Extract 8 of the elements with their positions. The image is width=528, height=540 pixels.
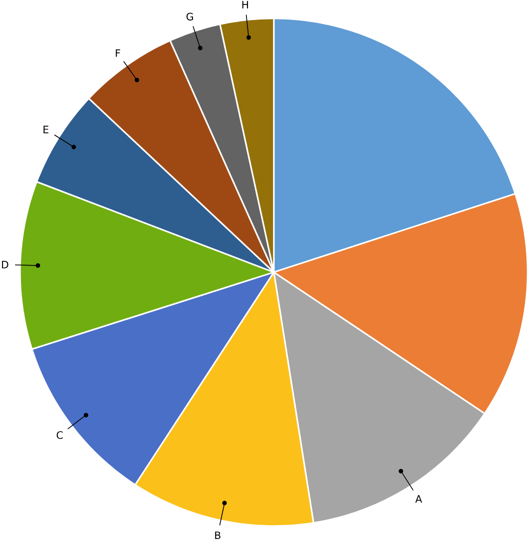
slice-label: G <box>186 12 193 20</box>
slice-label: F <box>116 49 120 57</box>
slice-label: H <box>242 1 248 8</box>
slice-label: B <box>214 532 220 539</box>
slice-label: A <box>415 495 422 503</box>
slice-label: E <box>43 126 48 134</box>
slice-label: D <box>2 260 8 268</box>
slice-label: C <box>56 431 63 439</box>
